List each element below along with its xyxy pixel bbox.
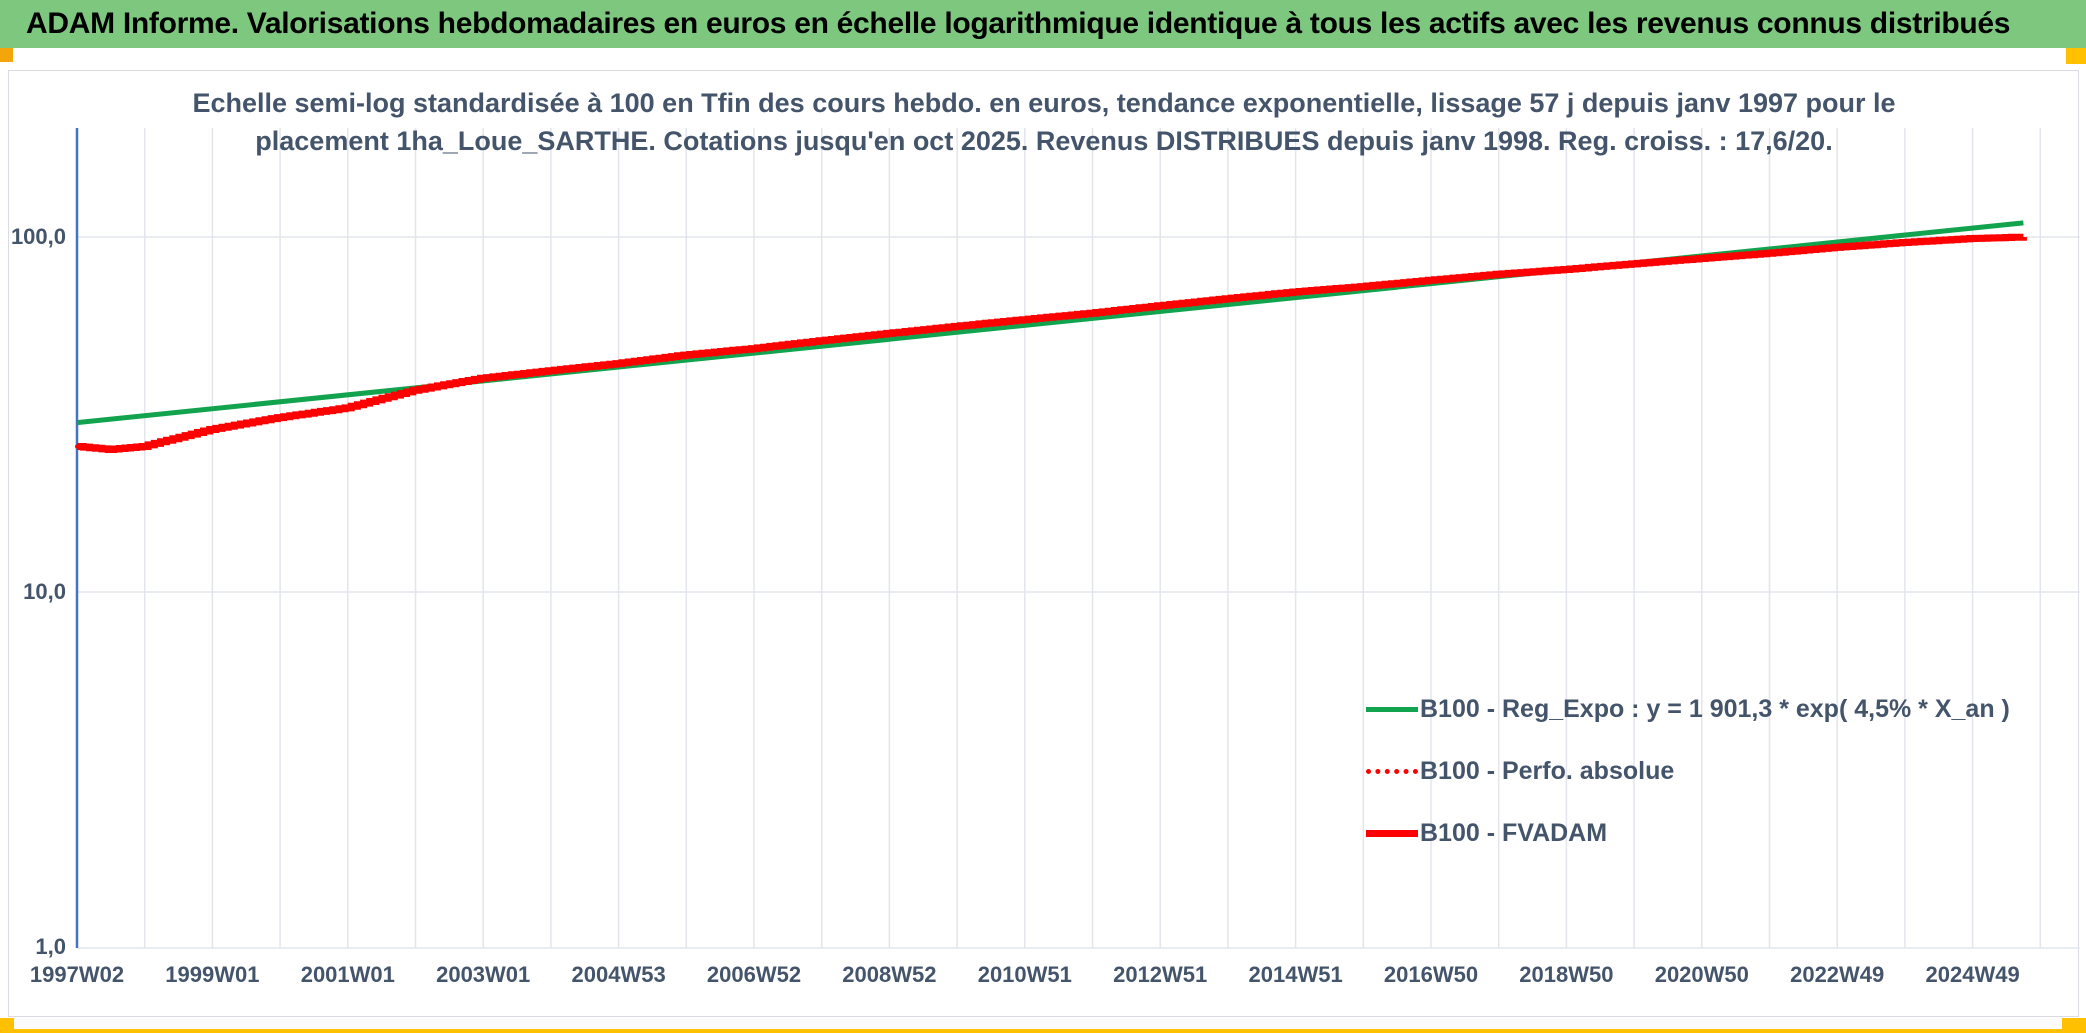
x-tick-label: 1997W02 [29, 962, 125, 987]
x-tick-label: 2016W50 [1383, 962, 1479, 987]
corner-marker-bottom-right [2062, 1018, 2086, 1030]
legend-label: B100 - FVADAM [1420, 818, 1608, 847]
x-tick-label: 2006W52 [706, 962, 802, 987]
y-tick-label: 1,0 [35, 934, 66, 959]
x-tick-label: 2012W51 [1113, 962, 1208, 987]
legend-label: B100 - Reg_Expo : y = 1 901,3 * exp( 4,5… [1420, 694, 2010, 723]
legend: B100 - Reg_Expo : y = 1 901,3 * exp( 4,5… [1366, 688, 2010, 854]
chart-title-line2: placement 1ha_Loue_SARTHE. Cotations jus… [255, 126, 1833, 156]
x-tick-label: 2018W50 [1519, 962, 1614, 987]
red-line-sample-icon [1366, 829, 1418, 837]
x-tick-label: 2008W52 [842, 962, 937, 987]
x-tick-label: 2024W49 [1925, 962, 2020, 987]
series-line-b100-perfo-absolue [75, 235, 2026, 452]
x-tick-label: 2022W49 [1790, 962, 1885, 987]
corner-marker-top-right [2066, 48, 2086, 64]
x-tick-label: 1999W01 [165, 962, 260, 987]
red-dotted-line-sample-icon [1366, 768, 1418, 774]
title-bar: ADAM Informe. Valorisations hebdomadaire… [0, 0, 2086, 48]
legend-item-fvadam: B100 - FVADAM [1366, 812, 2010, 854]
legend-item-perfo-absolue: B100 - Perfo. absolue [1366, 750, 2010, 792]
x-tick-label: 2003W01 [436, 962, 531, 987]
legend-item-reg-expo: B100 - Reg_Expo : y = 1 901,3 * exp( 4,5… [1366, 688, 2010, 730]
y-tick-label: 100,0 [10, 224, 66, 249]
x-tick-label: 2010W51 [977, 962, 1072, 987]
chart-canvas [8, 70, 2079, 1017]
page-title: ADAM Informe. Valorisations hebdomadaire… [26, 7, 2011, 40]
x-tick-label: 2001W01 [300, 962, 395, 987]
chart-title-line1: Echelle semi-log standardisée à 100 en T… [192, 88, 1896, 118]
x-tick-label: 2014W51 [1248, 962, 1343, 987]
corner-marker-top-left [0, 48, 13, 62]
corner-marker-bottom-left [0, 1018, 14, 1030]
y-tick-label: 10,0 [23, 579, 66, 604]
legend-label: B100 - Perfo. absolue [1420, 756, 1675, 785]
x-tick-label: 2004W53 [571, 962, 666, 987]
bottom-accent-line [0, 1029, 2086, 1033]
green-line-sample-icon [1366, 706, 1418, 712]
chart-title: Echelle semi-log standardisée à 100 en T… [8, 84, 2080, 160]
series-line-b100-fvadam [77, 233, 2027, 453]
x-tick-label: 2020W50 [1654, 962, 1749, 987]
